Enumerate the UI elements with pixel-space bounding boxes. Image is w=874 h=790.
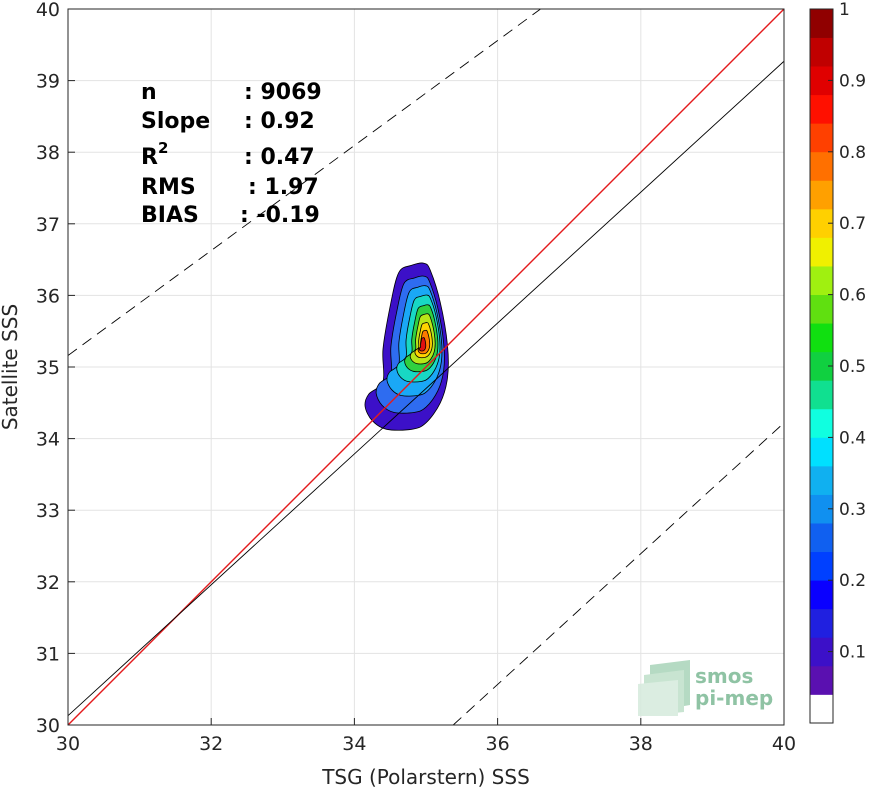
x-tick-label-2: 34 xyxy=(342,733,366,755)
x-tick-label-1: 32 xyxy=(199,733,223,755)
colorbar-segment-4 xyxy=(810,580,833,610)
y-tick-label-4: 34 xyxy=(36,429,60,451)
watermark-line2: pi-mep xyxy=(695,686,773,710)
stat-label-rms: RMS xyxy=(141,175,196,200)
colorbar-segment-23 xyxy=(810,37,833,67)
y-tick-label-2: 32 xyxy=(36,572,60,594)
colorbar-segment-22 xyxy=(810,66,833,96)
y-axis-ticks: 30 31 32 33 34 35 36 37 38 39 40 xyxy=(36,0,75,737)
stat-value-bias: : -0.19 xyxy=(240,203,320,228)
regression-line xyxy=(68,60,784,717)
watermark-logo-icon xyxy=(638,660,690,716)
colorbar-segment-18 xyxy=(810,180,833,210)
stat-value-r: : 0.47 xyxy=(244,145,315,170)
y-tick-label-5: 35 xyxy=(36,357,60,379)
x-axis-label: TSG (Polarstern) SSS xyxy=(321,765,530,789)
colorbar-segment-1 xyxy=(810,665,833,695)
stat-value-rms: : 1.97 xyxy=(248,175,319,200)
y-axis-label: Satellite SSS xyxy=(0,304,22,430)
colorbar-tick-label-8: 0.9 xyxy=(839,71,866,91)
y-tick-label-0: 30 xyxy=(36,715,60,737)
plus-3-rms-line xyxy=(68,9,541,356)
colorbar-segment-6 xyxy=(810,523,833,553)
colorbar-segment-3 xyxy=(810,608,833,638)
colorbar-tick-label-2: 0.3 xyxy=(839,500,866,520)
stat-label-n: n xyxy=(141,80,157,105)
stat-label-slope: Slope xyxy=(141,109,210,134)
colorbar-tick-label-5: 0.6 xyxy=(839,286,866,306)
minus-3-rms-line xyxy=(452,422,784,725)
density-contour-0.85 xyxy=(418,337,427,352)
colorbar-segment-2 xyxy=(810,637,833,667)
x-tick-label-4: 38 xyxy=(629,733,653,755)
colorbar-segment-17 xyxy=(810,208,833,238)
x-tick-label-3: 36 xyxy=(486,733,510,755)
reference-lines xyxy=(68,9,784,725)
stat-label-r: R2 xyxy=(141,139,168,170)
colorbar-segment-7 xyxy=(810,494,833,524)
colorbar-tick-label-1: 0.2 xyxy=(839,571,866,591)
colorbar-segment-0 xyxy=(810,694,833,724)
colorbar-segment-9 xyxy=(810,437,833,467)
colorbar-segment-14 xyxy=(810,294,833,324)
colorbar-tick-label-9: 1 xyxy=(839,0,850,20)
statistics-annotation: n : 9069 Slope : 0.92 R2 : 0.47 RMS : 1.97 BIAS:… xyxy=(141,80,322,228)
colorbar-segment-5 xyxy=(810,551,833,581)
y-tick-label-6: 36 xyxy=(36,285,60,307)
colorbar-tick-label-6: 0.7 xyxy=(839,214,866,234)
smos-pi-mep-watermark: smos pi-mep xyxy=(638,660,773,716)
density-contours xyxy=(364,262,449,431)
y-tick-label-8: 38 xyxy=(36,142,60,164)
colorbar-segment-21 xyxy=(810,94,833,124)
y-tick-label-7: 37 xyxy=(36,214,60,236)
x-tick-label-5: 40 xyxy=(772,733,796,755)
colorbar-segment-10 xyxy=(810,408,833,438)
colorbar-tick-label-4: 0.5 xyxy=(839,357,866,377)
stat-value-n: : 9069 xyxy=(244,80,322,105)
y-tick-label-3: 33 xyxy=(36,500,60,522)
stat-value-slope: : 0.92 xyxy=(244,109,315,134)
one-to-one-line xyxy=(68,9,784,725)
colorbar-segment-13 xyxy=(810,323,833,353)
colorbar-segment-11 xyxy=(810,380,833,410)
colorbar-segment-19 xyxy=(810,151,833,181)
colorbar-tick-label-3: 0.4 xyxy=(839,428,866,448)
colorbar-segment-12 xyxy=(810,351,833,381)
colorbar-segment-15 xyxy=(810,266,833,295)
colorbar-segment-8 xyxy=(810,465,833,495)
colorbar-tick-label-0: 0.1 xyxy=(839,643,866,663)
colorbar-segment-20 xyxy=(810,123,833,153)
x-axis-ticks: 30 32 34 36 38 40 xyxy=(56,718,796,755)
y-tick-label-10: 40 xyxy=(36,0,60,21)
y-tick-label-1: 31 xyxy=(36,643,60,665)
colorbar-tick-label-7: 0.8 xyxy=(839,143,866,163)
watermark-line1: smos xyxy=(695,664,753,688)
colorbar: 0.1 0.2 0.3 0.4 0.5 0.6 0.7 0.8 0.9 1 xyxy=(809,0,866,724)
y-tick-label-9: 39 xyxy=(36,71,60,93)
x-tick-label-0: 30 xyxy=(56,733,80,755)
colorbar-segment-24 xyxy=(810,9,833,38)
stat-label-superscript: 2 xyxy=(158,139,168,157)
stat-label-bias: BIAS xyxy=(141,203,199,228)
colorbar-segment-16 xyxy=(810,237,833,267)
